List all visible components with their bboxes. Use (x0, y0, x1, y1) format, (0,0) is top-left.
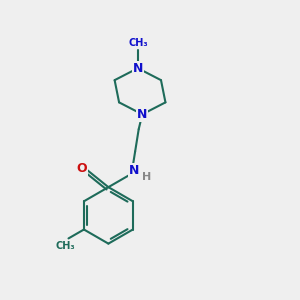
Text: CH₃: CH₃ (56, 242, 75, 251)
Text: O: O (76, 162, 87, 175)
Text: H: H (142, 172, 152, 182)
Text: N: N (137, 108, 148, 121)
Text: CH₃: CH₃ (128, 38, 148, 48)
Text: N: N (129, 164, 139, 177)
Text: N: N (133, 62, 143, 75)
